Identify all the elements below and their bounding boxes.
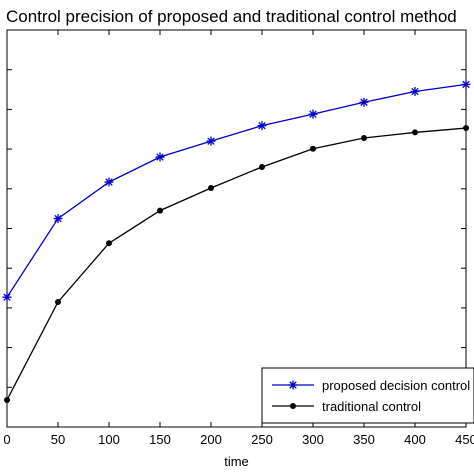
data-point-traditional [259,163,265,170]
data-point-proposed [155,152,165,162]
data-point-proposed [104,177,114,187]
chart-title: Control precision of proposed and tradit… [6,7,457,26]
legend-label-traditional: traditional control [322,399,421,414]
data-point-proposed [461,79,471,89]
data-point-traditional [208,185,214,192]
x-tick-label: 450 [455,432,474,447]
x-tick-label: 150 [149,432,171,447]
legend-marker-traditional [290,403,296,409]
x-tick-label: 350 [353,432,375,447]
data-point-proposed [206,136,216,146]
legend-marker-proposed [288,380,298,390]
data-point-proposed [359,97,369,107]
data-point-proposed [53,214,63,224]
series-line-traditional [6,127,467,401]
x-tick-label: 300 [302,432,324,447]
data-point-proposed [2,292,12,302]
data-point-traditional [361,134,367,141]
plot-area: 0 50 100 150 200 250 300 350 400 450 [2,29,474,447]
x-tick-label: 100 [98,432,120,447]
data-point-traditional [55,298,61,305]
data-point-traditional [463,125,469,132]
legend-box [261,367,474,424]
data-point-proposed [257,121,267,131]
series-line-proposed [6,83,467,298]
data-point-traditional [4,397,10,404]
data-point-traditional [310,145,316,152]
data-point-traditional [106,240,112,247]
legend: proposed decision control traditional con… [261,367,474,424]
x-tick-label: 400 [404,432,426,447]
x-axis-label: time [224,454,249,469]
x-tick-label: 200 [200,432,222,447]
legend-label-proposed: proposed decision control [322,378,470,393]
data-point-proposed [308,109,318,119]
x-tick-label: 50 [51,432,65,447]
data-point-traditional [412,129,418,136]
data-point-proposed [410,87,420,97]
x-tick-label: 250 [251,432,273,447]
data-point-traditional [157,207,163,214]
x-tick-label: 0 [3,432,10,447]
